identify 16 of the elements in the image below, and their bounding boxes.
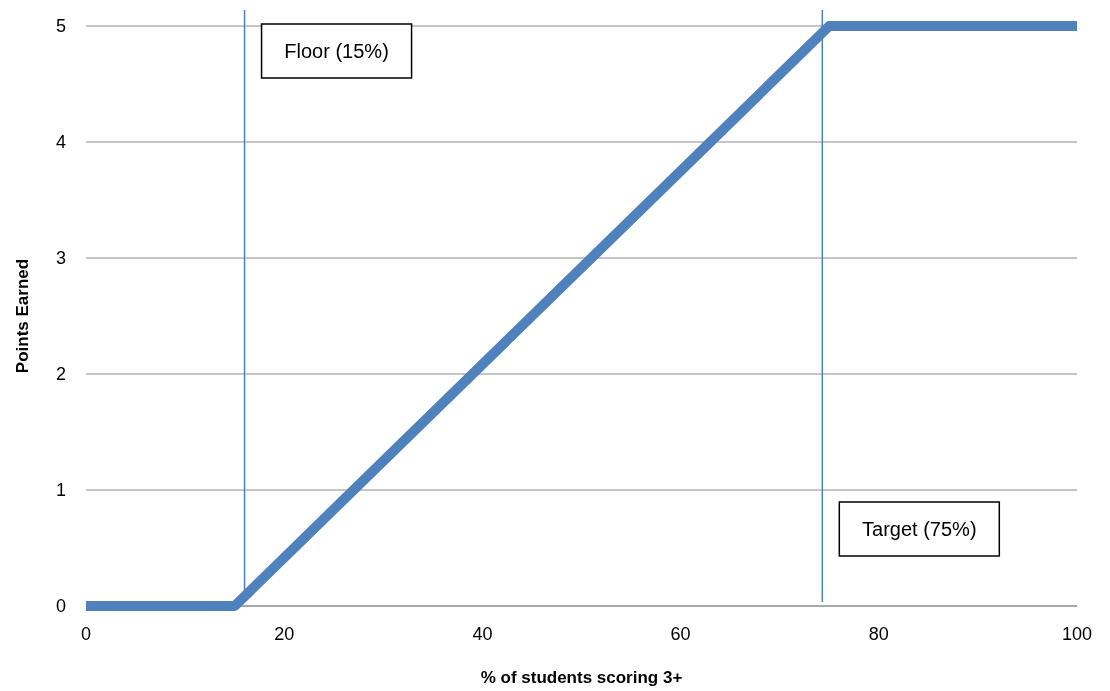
x-tick-label: 80	[868, 624, 889, 644]
ref-line-label: Target (75%)	[862, 518, 977, 540]
y-tick-label: 5	[55, 16, 66, 37]
y-tick-label: 3	[55, 248, 66, 269]
ref-line-label: Floor (15%)	[284, 40, 389, 62]
x-axis-title: % of students scoring 3+	[480, 668, 683, 687]
x-tick-label: 60	[670, 624, 691, 644]
y-tick-label: 1	[55, 480, 66, 501]
y-tick-label: 4	[55, 132, 66, 153]
x-tick-label: 100	[1061, 624, 1093, 644]
x-tick-label: 20	[274, 624, 295, 644]
x-tick-label: 40	[472, 624, 493, 644]
y-tick-label: 2	[55, 364, 66, 385]
y-tick-label: 0	[55, 596, 66, 617]
y-axis-title: Points Earned	[13, 258, 32, 374]
x-tick-label: 0	[80, 624, 92, 644]
